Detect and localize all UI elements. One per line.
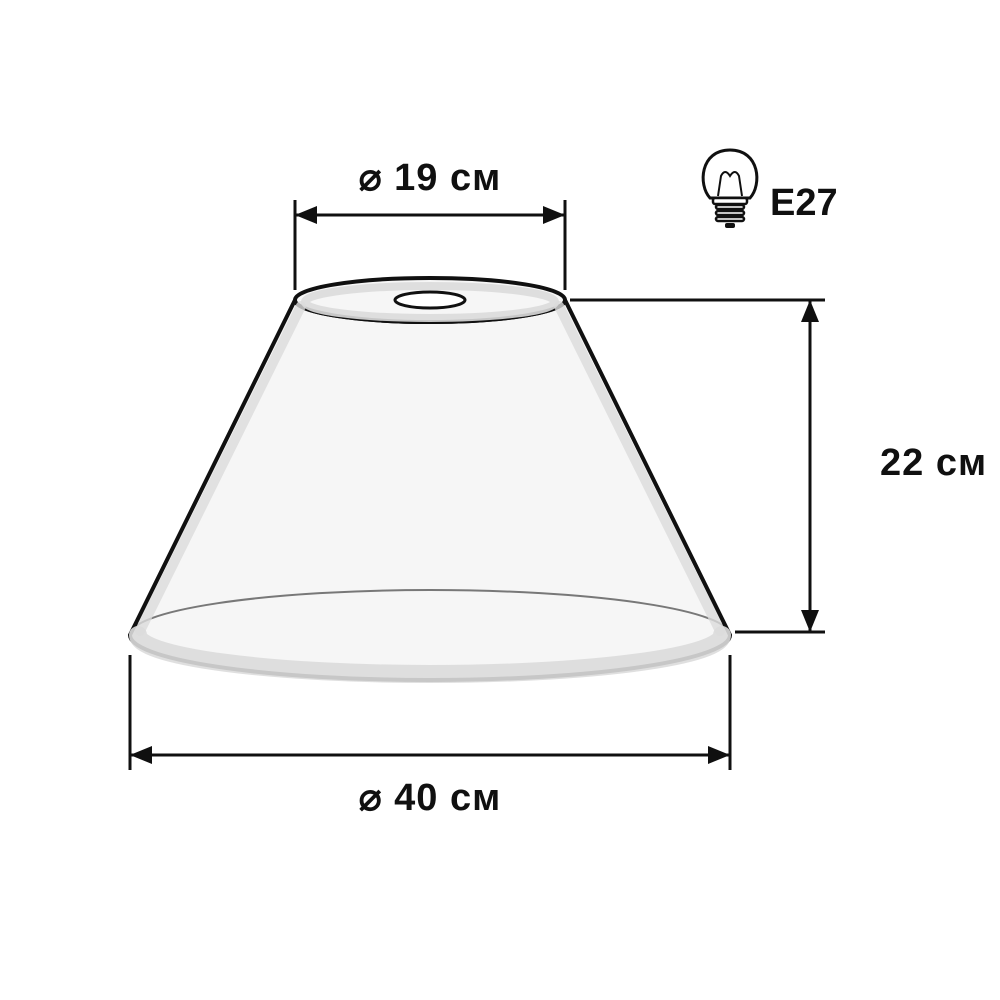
bottom-diameter-label: ⌀ 40 см	[359, 777, 502, 819]
socket-type-label: E27	[770, 182, 838, 224]
height-label: 22 см	[880, 442, 987, 484]
socket-hole	[395, 292, 465, 308]
bulb-icon	[703, 150, 757, 228]
top-diameter-label: ⌀ 19 см	[359, 157, 502, 199]
lampshade-diagram: ⌀ 19 см ⌀ 40 см 22 см E27	[0, 0, 1000, 1000]
lampshade-body	[130, 300, 730, 680]
